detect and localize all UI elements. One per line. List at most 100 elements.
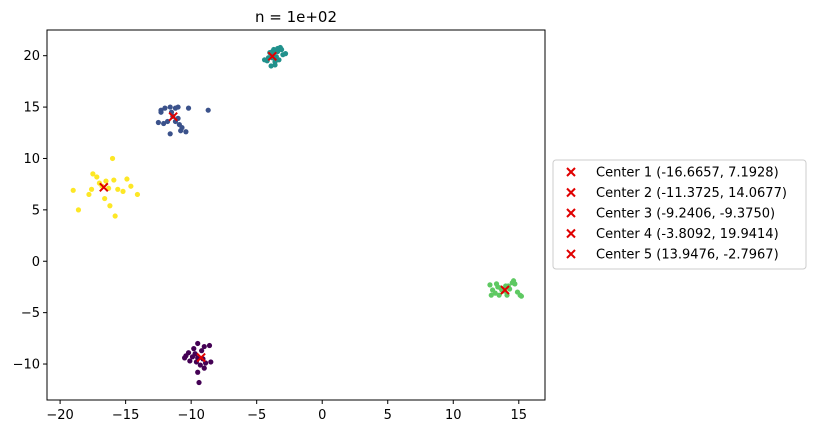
data-point [199,348,205,354]
data-point [167,104,173,110]
data-point [75,207,82,213]
center-marker-stroke [566,249,576,259]
center-marker-stroke [196,352,206,363]
center-marker-stroke [566,208,576,218]
x-tick-label: −15 [112,408,139,423]
data-point [107,203,113,209]
plot-frame [46,29,546,401]
data-point [496,292,502,298]
data-point [276,57,282,63]
data-point [90,171,96,177]
legend-entry: Center 5 (13.9476, -2.7967) [566,248,779,263]
center-marker [267,51,277,62]
data-point [205,107,211,113]
center-marker [196,352,206,363]
data-point [178,128,184,134]
data-point [86,191,92,198]
data-point [489,287,496,293]
data-point [518,293,525,299]
data-point [158,109,164,115]
center-marker [168,111,178,122]
data-point [269,48,276,55]
legend-label: Center 3 (-9.2406, -9.3750) [596,207,775,222]
legend-marker [566,249,576,259]
y-tick-label: 5 [32,203,40,218]
data-point [109,155,116,162]
legend-marker [566,208,576,218]
data-point [495,284,501,290]
centers-layer [99,51,510,363]
data-point [102,195,108,202]
legend-items: Center 1 (-16.6657, 7.1928) Center 2 (-11… [566,166,787,263]
center-marker [500,285,510,295]
data-point [195,369,201,375]
legend-label: Center 2 (-11.3725, 14.0677) [596,186,787,201]
x-tick-label: 5 [384,408,392,423]
data-point [88,186,95,192]
y-tick-label: 0 [32,255,40,270]
data-point [175,104,181,110]
center-marker-stroke [267,51,277,62]
data-point [162,105,168,111]
data-point [278,46,285,53]
x-tick-label: 0 [318,408,326,423]
data-point [124,176,130,182]
data-point [261,57,268,63]
data-point [70,187,76,193]
data-point [282,51,289,57]
data-point [206,342,213,349]
y-tick-label: 20 [23,49,40,64]
data-point [128,183,134,189]
points-layer [70,44,525,386]
center-marker-stroke [566,228,576,239]
y-axis: −10 −5 0 5 10 15 20 [13,49,47,373]
center-marker-stroke [99,182,109,193]
x-tick-label: 10 [445,408,462,423]
y-tick-label: −5 [21,306,40,321]
data-point [167,131,173,137]
legend-label: Center 4 (-3.8092, 19.9414) [596,227,779,242]
data-point [94,174,100,180]
data-point [111,177,117,183]
data-point [155,119,161,126]
center-marker-stroke [168,111,178,122]
legend-label: Center 1 (-16.6657, 7.1928) [596,166,779,181]
data-point [512,281,518,287]
data-point [112,213,118,219]
data-point [191,346,197,352]
data-point [115,186,121,192]
y-tick-label: −10 [13,358,40,373]
data-point [272,59,278,65]
data-point [176,121,182,128]
data-point [488,292,494,298]
center-marker-stroke [500,285,510,295]
x-tick-label: −10 [177,408,204,423]
center-marker [99,182,109,193]
x-tick-label: 15 [511,408,528,423]
data-point [268,63,274,69]
legend-marker [566,228,576,239]
y-tick-label: 15 [23,101,40,116]
chart-title: n = 1e+02 [255,8,337,26]
data-point [201,365,207,371]
data-point [120,188,126,194]
data-point [182,355,188,361]
legend-marker [566,187,576,198]
data-point [183,129,189,135]
data-point [187,358,193,364]
legend-label: Center 5 (13.9476, -2.7967) [596,248,779,263]
legend-box [552,159,807,270]
data-point [185,105,192,111]
center-marker-stroke [566,167,576,177]
legend: Center 1 (-16.6657, 7.1928) Center 2 (-11… [552,159,807,270]
data-point [161,120,167,127]
legend-entry: Center 3 (-9.2406, -9.3750) [566,207,775,222]
data-point [487,282,493,288]
x-axis: −20 −15 −10 −5 0 5 10 15 [46,400,527,423]
legend-entry: Center 2 (-11.3725, 14.0677) [566,186,787,201]
data-point [197,362,203,368]
data-point [189,354,196,360]
data-point [195,340,201,347]
data-point [196,379,202,386]
